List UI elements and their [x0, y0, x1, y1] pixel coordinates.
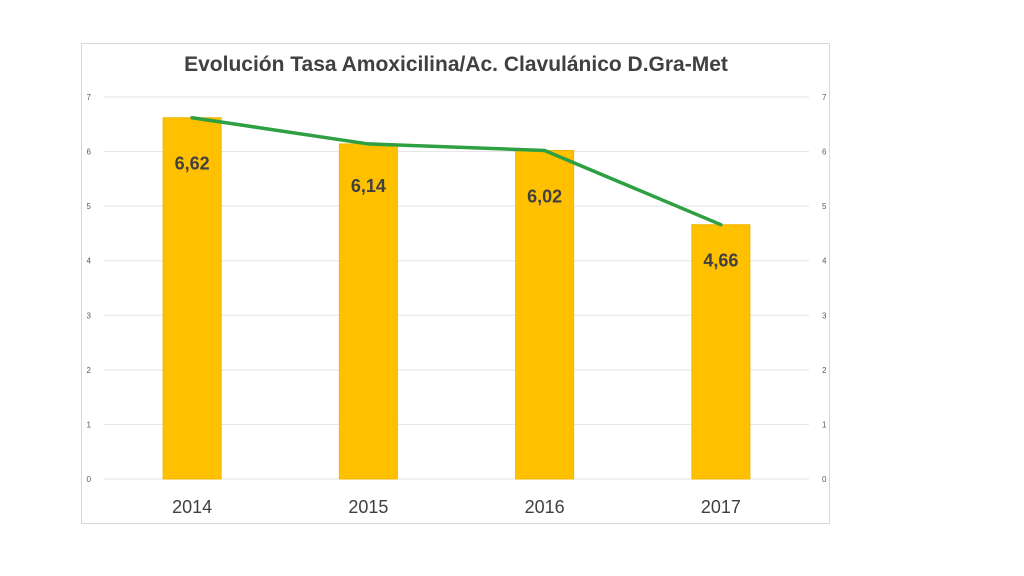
bar: [691, 224, 751, 480]
chart-svg: Evolución Tasa Amoxicilina/Ac. Clavuláni…: [87, 53, 827, 517]
y-tick-label-left: 0: [87, 475, 92, 484]
y-tick-label-right: 0: [822, 475, 827, 484]
y-tick-label-left: 4: [87, 257, 92, 266]
data-label: 6,14: [351, 176, 386, 196]
bar: [515, 149, 575, 480]
chart-area: Evolución Tasa Amoxicilina/Ac. Clavuláni…: [81, 43, 830, 524]
bar: [162, 117, 222, 480]
x-axis: 2014 2015 2016 2017: [172, 497, 741, 517]
y-axis-left: 0 1 2 3 4 5 6 7: [87, 93, 92, 484]
x-tick-label: 2015: [348, 497, 388, 517]
data-labels: 6,62 6,14 6,02 4,66: [175, 154, 739, 271]
x-tick-label: 2016: [525, 497, 565, 517]
trend-line: [190, 115, 723, 227]
y-tick-label-right: 5: [822, 202, 827, 211]
x-tick-label: 2017: [701, 497, 741, 517]
y-tick-label-right: 6: [822, 148, 827, 157]
y-tick-label-left: 2: [87, 366, 92, 375]
y-tick-label-right: 7: [822, 93, 827, 102]
x-tick-label: 2014: [172, 497, 212, 517]
y-tick-label-right: 4: [822, 257, 827, 266]
data-label: 4,66: [703, 251, 738, 271]
data-label: 6,62: [175, 154, 210, 174]
y-axis-right: 0 1 2 3 4 5 6 7: [822, 93, 827, 484]
trend-line-layer: [190, 115, 723, 227]
y-tick-label-right: 2: [822, 366, 827, 375]
y-tick-label-left: 6: [87, 148, 92, 157]
data-label: 6,02: [527, 186, 562, 206]
chart-title: Evolución Tasa Amoxicilina/Ac. Clavuláni…: [184, 53, 728, 76]
y-tick-label-right: 1: [822, 420, 827, 429]
y-tick-label-left: 1: [87, 420, 92, 429]
y-tick-label-right: 3: [822, 311, 827, 320]
y-tick-label-left: 7: [87, 93, 92, 102]
bar: [338, 143, 398, 480]
bars: [162, 117, 751, 480]
y-tick-label-left: 5: [87, 202, 92, 211]
y-tick-label-left: 3: [87, 311, 92, 320]
